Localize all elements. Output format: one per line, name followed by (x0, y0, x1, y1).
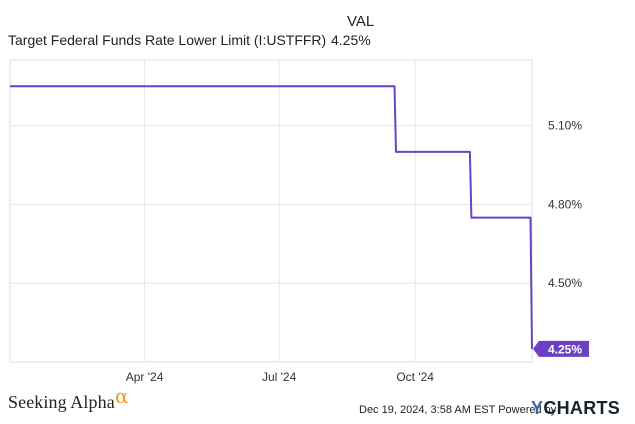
end-value-label: 4.25% (548, 342, 582, 356)
footer-timestamp: Dec 19, 2024, 3:58 AM EST Powered by (359, 404, 557, 416)
legend-series-name: Target Federal Funds Rate Lower Limit (I… (8, 32, 327, 48)
ycharts-logo-rest: CHARTS (543, 398, 621, 418)
seeking-alpha-logo: Seeking Alpha (8, 392, 115, 412)
y-tick-label: 4.80% (548, 197, 582, 211)
x-tick-label: Oct '24 (396, 370, 434, 384)
ycharts-logo: YCHARTS (531, 398, 620, 419)
y-tick-label: 5.10% (548, 119, 582, 133)
ycharts-logo-y: Y (531, 398, 544, 418)
end-value-tag (533, 340, 589, 357)
x-tick-label: Apr '24 (126, 370, 164, 384)
alpha-icon: α (115, 384, 129, 408)
plot-frame (9, 59, 533, 363)
y-tick-label: 4.50% (548, 276, 582, 290)
legend-series-value: 4.25% (331, 32, 371, 48)
legend-column-header: VAL (347, 13, 375, 30)
x-tick-label: Jul '24 (262, 370, 297, 384)
series-line (10, 85, 533, 349)
